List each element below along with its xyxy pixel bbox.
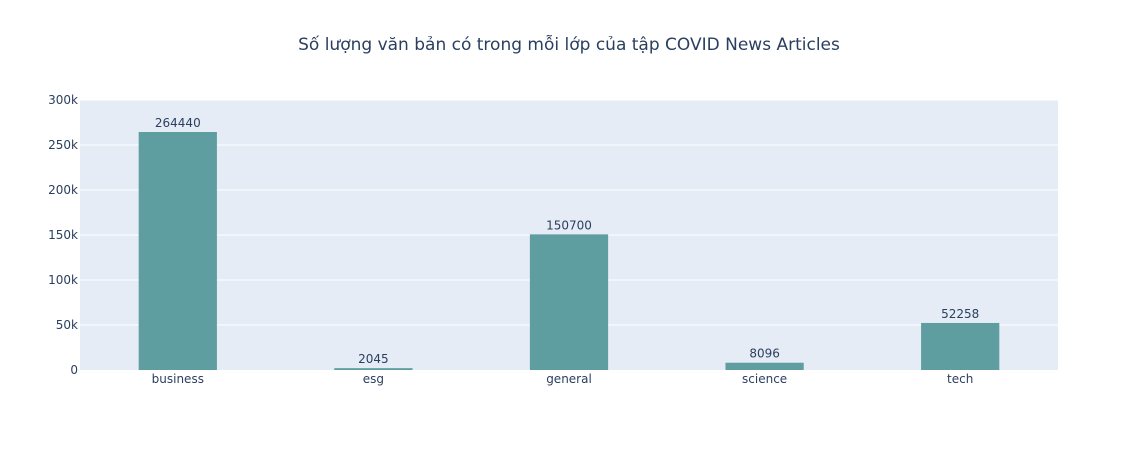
x-tick-label-business: business — [152, 372, 204, 386]
bar-science — [725, 362, 804, 370]
y-tick-label: 50k — [56, 318, 78, 332]
y-tick-label: 200k — [48, 183, 78, 197]
y-tick-label: 150k — [48, 228, 78, 242]
x-tick-label-tech: tech — [947, 372, 973, 386]
bars — [138, 132, 1000, 370]
y-tick-label: 0 — [70, 363, 78, 377]
bar-tech — [921, 322, 1000, 370]
x-tick-label-general: general — [546, 372, 592, 386]
y-tick-label: 300k — [48, 93, 78, 107]
x-tick-label-esg: esg — [363, 372, 384, 386]
data-label-business: 264440 — [155, 116, 201, 130]
bar-esg — [334, 368, 413, 370]
y-axis-ticks: 0 50k 100k 150k 200k 250k 300k — [48, 93, 78, 377]
y-tick-label: 250k — [48, 138, 78, 152]
data-label-tech: 52258 — [941, 307, 979, 321]
bar-business — [138, 132, 217, 370]
bar-general — [529, 234, 609, 370]
y-tick-label: 100k — [48, 273, 78, 287]
data-label-science: 8096 — [749, 347, 780, 361]
chart-title: Số lượng văn bản có trong mỗi lớp của tậ… — [298, 34, 840, 55]
data-labels: 264440 2045 150700 8096 52258 — [155, 116, 979, 366]
x-axis-ticks: business esg general science tech — [152, 372, 974, 386]
data-label-esg: 2045 — [358, 352, 389, 366]
data-label-general: 150700 — [546, 218, 592, 232]
x-tick-label-science: science — [742, 372, 787, 386]
